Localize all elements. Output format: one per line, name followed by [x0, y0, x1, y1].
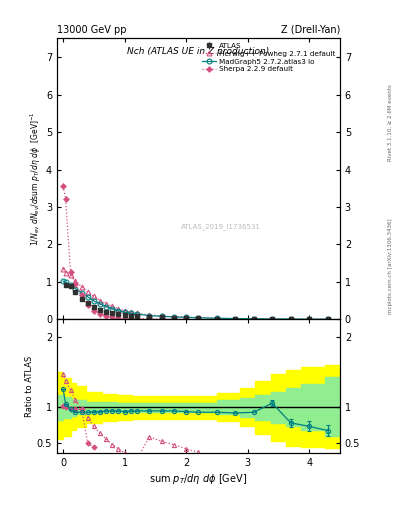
Text: Rivet 3.1.10, ≥ 2.6M events: Rivet 3.1.10, ≥ 2.6M events — [388, 84, 393, 161]
Text: Z (Drell-Yan): Z (Drell-Yan) — [281, 25, 340, 35]
X-axis label: sum $p_T/d\eta\ d\phi$ [GeV]: sum $p_T/d\eta\ d\phi$ [GeV] — [149, 472, 248, 486]
Text: 13000 GeV pp: 13000 GeV pp — [57, 25, 127, 35]
Text: Nch (ATLAS UE in Z production): Nch (ATLAS UE in Z production) — [127, 47, 270, 56]
Text: ATLAS_2019_I1736531: ATLAS_2019_I1736531 — [181, 223, 261, 230]
Text: mcplots.cern.ch [arXiv:1306.3436]: mcplots.cern.ch [arXiv:1306.3436] — [388, 219, 393, 314]
Legend: ATLAS, Herwig++ Powheg 2.7.1 default, MadGraph5 2.7.2.atlas3 lo, Sherpa 2.2.9 de: ATLAS, Herwig++ Powheg 2.7.1 default, Ma… — [199, 40, 338, 75]
Y-axis label: $1/N_{\mathrm{ev}}\ dN_{\mathrm{ev}}/d\mathrm{sum}\ p_T/d\eta\ d\phi\ \ [\mathrm: $1/N_{\mathrm{ev}}\ dN_{\mathrm{ev}}/d\m… — [29, 112, 43, 246]
Y-axis label: Ratio to ATLAS: Ratio to ATLAS — [25, 356, 34, 417]
